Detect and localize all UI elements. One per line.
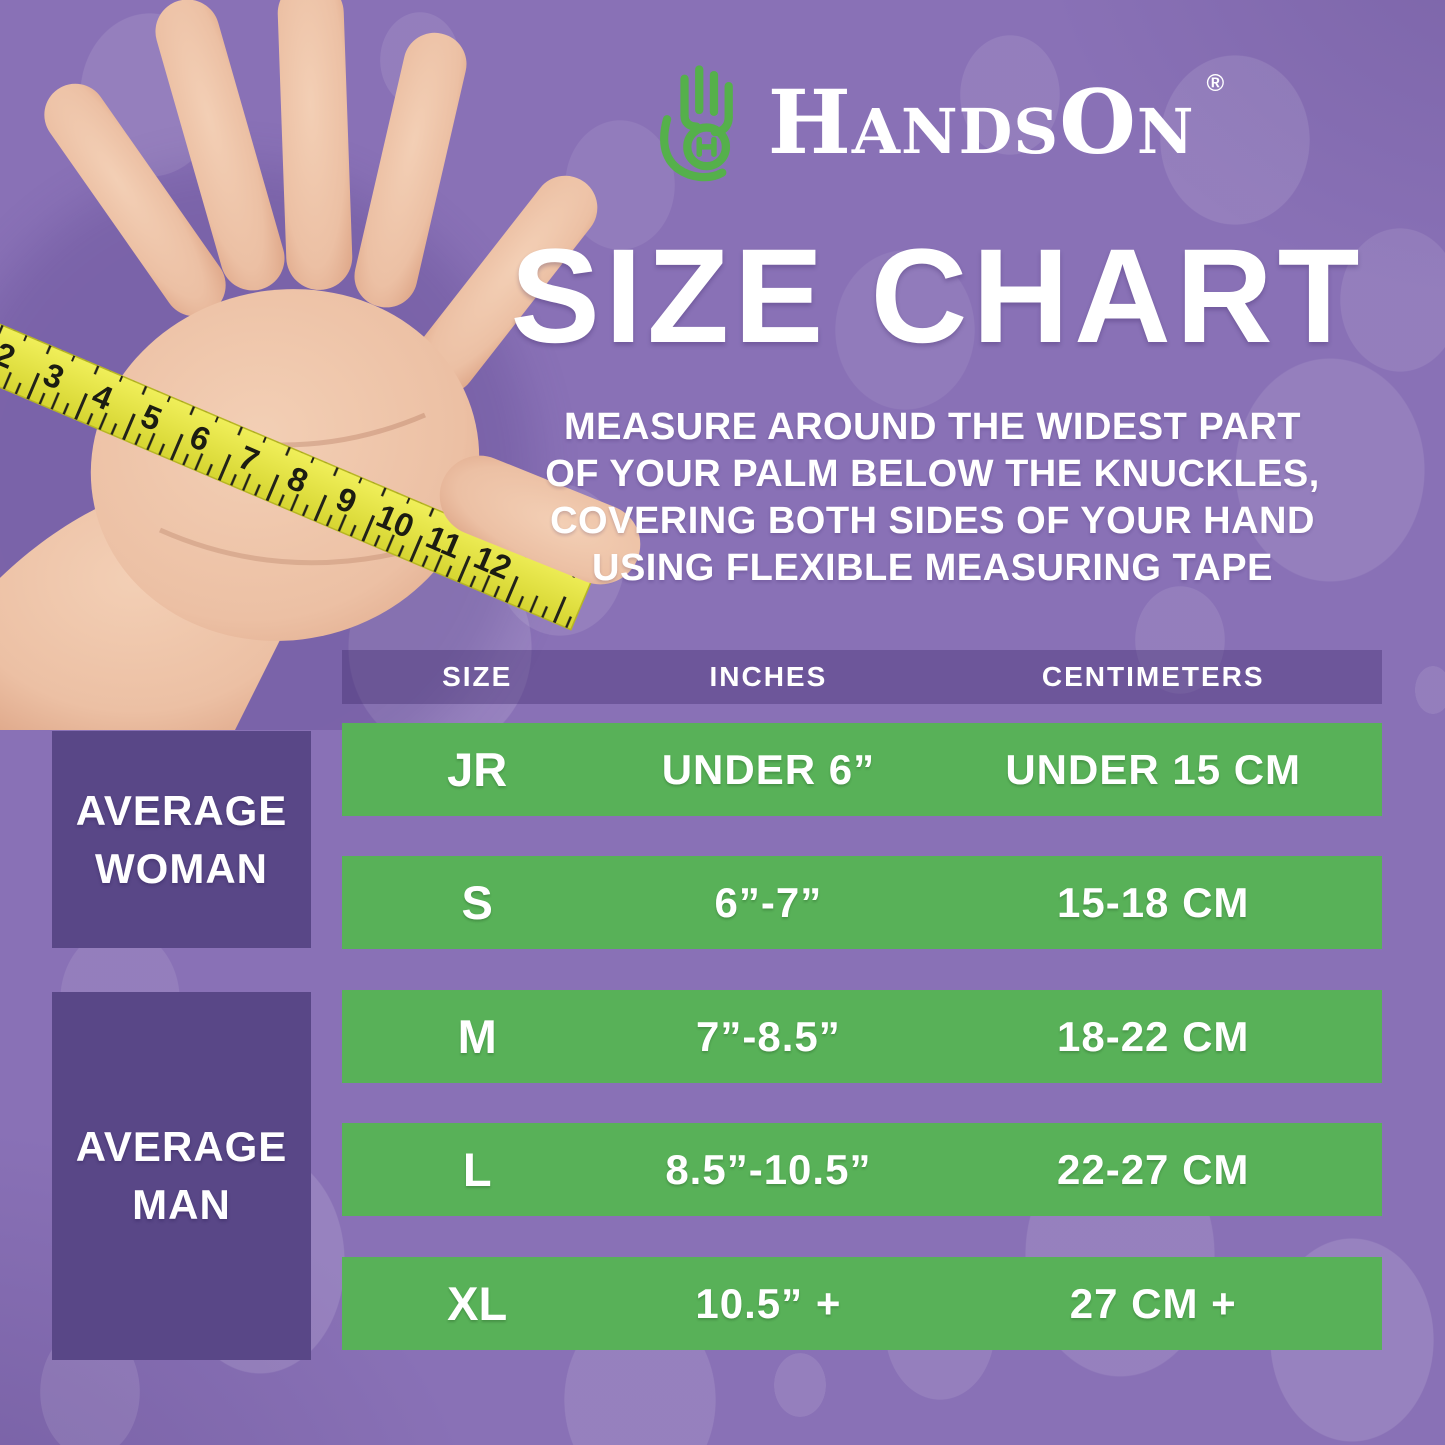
size-cell: L: [462, 1143, 492, 1196]
inches-cell: UNDER 6”: [661, 745, 876, 793]
centimeters-cell: 27 CM +: [1069, 1279, 1237, 1327]
fingers: [44, 0, 598, 395]
group-label-average-woman: AVERAGE WOMAN: [52, 731, 311, 948]
table-header: SIZE INCHES CENTIMETERS: [342, 650, 1382, 704]
inches-cell: 6”-7”: [714, 878, 823, 926]
table-row: M 7”-8.5” 18-22 CM: [342, 990, 1382, 1083]
instruction-line: USING FLEXIBLE MEASURING TAPE: [592, 547, 1273, 589]
size-cell: M: [457, 1010, 497, 1063]
size-cell: JR: [447, 743, 508, 796]
group-label-line: MAN: [132, 1181, 231, 1228]
thumb: [439, 455, 641, 585]
centimeters-cell: 22-27 CM: [1056, 1145, 1250, 1193]
centimeters-cell: UNDER 15 CM: [1005, 745, 1302, 793]
size-cell: XL: [447, 1277, 508, 1330]
group-label-line: AVERAGE: [75, 786, 288, 834]
table-row: L 8.5”-10.5” 22-27 CM: [342, 1123, 1382, 1216]
measuring-tape: 2 3 4 5 6 7 8 9 10 11 12: [0, 322, 595, 631]
centimeters-cell: 15-18 CM: [1056, 878, 1250, 926]
inches-cell: 10.5” +: [695, 1279, 842, 1327]
handson-hand-icon: [659, 65, 733, 182]
table-row: S 6”-7” 15-18 CM: [342, 856, 1382, 949]
group-label-line: WOMAN: [95, 844, 268, 892]
column-header-size: SIZE: [442, 661, 513, 692]
column-header-inches: INCHES: [709, 661, 828, 692]
instruction-line: COVERING BOTH SIDES OF YOUR HAND: [550, 500, 1315, 542]
instruction-line: OF YOUR PALM BELOW THE KNUCKLES,: [545, 453, 1320, 495]
column-header-centimeters: CENTIMETERS: [1041, 661, 1265, 692]
page-title: SIZE CHART: [510, 222, 1365, 371]
inches-cell: 7”-8.5”: [696, 1012, 841, 1060]
group-label-average-man: AVERAGE MAN: [52, 992, 311, 1360]
table-row: XL 10.5” + 27 CM +: [342, 1257, 1382, 1350]
hand-with-tape-photo: 2 3 4 5 6 7 8 9 10 11 12: [0, 0, 641, 730]
registered-trademark: ®: [1206, 70, 1225, 97]
brand-logo: HandsOn ®: [640, 56, 1240, 188]
size-cell: S: [461, 876, 493, 929]
instruction-line: MEASURE AROUND THE WIDEST PART: [564, 406, 1301, 448]
brand-name: HandsOn: [767, 70, 1195, 174]
inches-cell: 8.5”-10.5”: [665, 1145, 872, 1193]
group-label-line: AVERAGE: [75, 1123, 288, 1170]
measurement-instructions: MEASURE AROUND THE WIDEST PART OF YOUR P…: [420, 404, 1445, 592]
table-row: JR UNDER 6” UNDER 15 CM: [342, 723, 1382, 816]
centimeters-cell: 18-22 CM: [1056, 1012, 1250, 1060]
